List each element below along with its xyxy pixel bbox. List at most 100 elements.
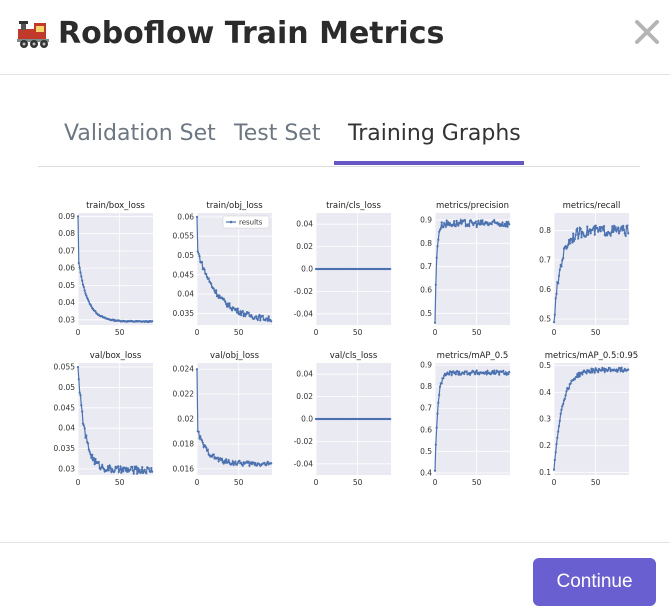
tab-validation-set[interactable]: Validation Set (64, 121, 216, 146)
data-point (88, 450, 91, 453)
data-point (255, 464, 259, 467)
x-tick-label: 50 (591, 328, 601, 337)
data-point (239, 310, 242, 313)
data-point (195, 215, 199, 218)
data-point (78, 266, 81, 269)
data-point (84, 436, 87, 439)
data-point (433, 321, 437, 324)
data-point (145, 472, 148, 475)
data-point (586, 225, 589, 228)
data-point (501, 221, 504, 224)
data-point (450, 373, 453, 376)
data-point (560, 408, 563, 411)
data-point (567, 238, 571, 242)
y-tick-label: -0.04 (294, 309, 314, 318)
data-point (225, 458, 228, 461)
data-point (606, 233, 609, 237)
y-tick-label: 0.09 (58, 212, 75, 221)
data-point (557, 430, 560, 433)
tab-test-set[interactable]: Test Set (234, 121, 321, 146)
data-point (589, 371, 592, 374)
data-point (234, 460, 237, 463)
data-point (131, 465, 134, 469)
data-point (78, 391, 81, 394)
data-point (94, 310, 97, 313)
data-point (448, 222, 452, 225)
data-point (440, 382, 443, 385)
data-point (264, 319, 267, 322)
data-point (77, 261, 80, 265)
data-point (594, 224, 597, 227)
data-point (608, 367, 611, 370)
y-tick-label: 0.9 (420, 216, 432, 225)
chart-metrics-map-0-5: metrics/mAP_0.5 0.4 0.5 0.6 0.7 0.8 0.9 0 50 (420, 351, 511, 487)
data-point (473, 371, 476, 374)
data-point (486, 369, 489, 373)
data-point (241, 464, 244, 467)
data-point (236, 461, 239, 464)
data-point (433, 469, 437, 472)
data-point (454, 225, 457, 228)
data-point (434, 443, 437, 446)
data-point (94, 457, 97, 461)
y-tick-label: 0.4 (420, 468, 432, 477)
data-point (265, 464, 268, 467)
data-point (111, 468, 114, 471)
chart-title: val/box_loss (90, 351, 142, 361)
x-tick-label: 0 (552, 328, 557, 337)
data-point (617, 232, 621, 235)
chart-metrics-precision: metrics/precision 0.5 0.6 0.7 0.8 0.9 0 50 (420, 201, 511, 337)
data-point (494, 372, 497, 375)
data-point (242, 314, 245, 317)
chart-train-box-loss: train/box_loss 0.03 0.04 0.05 0.06 0.07 0.08 0.… (58, 201, 154, 337)
data-point (626, 224, 629, 227)
y-tick-label: 0.7 (420, 404, 432, 413)
title-wrap: Roboflow Train Metrics (16, 14, 444, 54)
data-point (623, 232, 626, 235)
data-point (205, 446, 208, 449)
y-tick-label: 0.06 (58, 264, 75, 273)
y-tick-label: 0.02 (296, 392, 313, 401)
data-point (574, 233, 577, 237)
continue-button[interactable]: Continue (533, 558, 656, 606)
data-point (577, 232, 581, 236)
data-point (210, 455, 214, 458)
data-point (469, 219, 472, 222)
data-point (101, 463, 104, 467)
data-point (437, 401, 440, 404)
data-point (572, 239, 576, 242)
data-point (85, 294, 88, 297)
plot-area (197, 213, 272, 325)
data-point (478, 373, 481, 376)
data-point (107, 469, 110, 472)
data-point (253, 317, 256, 320)
y-tick-label: 0.045 (54, 403, 76, 412)
data-point (618, 367, 621, 370)
data-point (504, 371, 507, 374)
data-point (491, 370, 494, 373)
data-point (449, 370, 452, 374)
plot-area (78, 363, 153, 475)
data-point (492, 372, 495, 375)
close-button[interactable] (628, 12, 666, 52)
data-point (110, 470, 113, 473)
data-point (133, 465, 136, 468)
data-point (503, 373, 507, 376)
data-point (573, 238, 576, 241)
data-point (621, 229, 624, 232)
data-point (622, 224, 625, 227)
data-point (203, 268, 206, 271)
data-point (570, 238, 573, 241)
y-tick-label: 0.03 (58, 315, 75, 324)
data-point (83, 289, 86, 292)
data-point (616, 228, 619, 231)
data-point (608, 232, 611, 235)
data-point (196, 250, 199, 253)
data-point (247, 460, 250, 463)
data-point (226, 302, 229, 305)
data-point (106, 469, 109, 472)
data-point (486, 221, 489, 224)
tab-training-graphs[interactable]: Training Graphs (348, 121, 521, 146)
data-point (149, 470, 152, 473)
data-point (141, 471, 145, 475)
